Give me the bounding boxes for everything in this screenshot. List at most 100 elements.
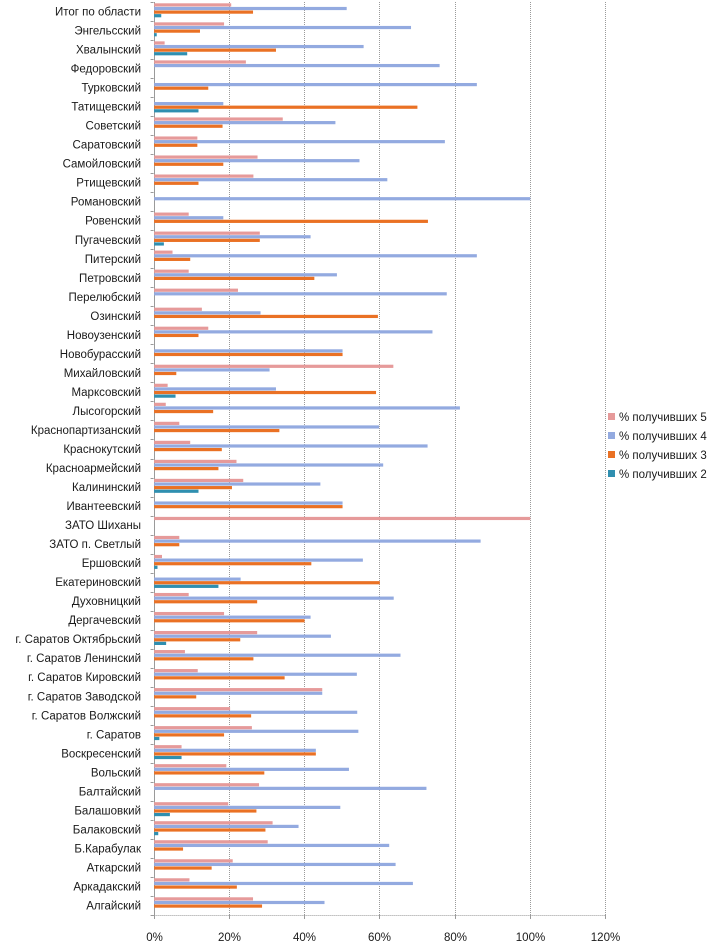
bar-grade5 [154, 897, 254, 901]
bar-grade4 [154, 577, 241, 581]
bar-grade4 [154, 178, 388, 182]
category-label: г. Саратов Кировский [28, 672, 141, 684]
bar-grade5 [154, 307, 202, 311]
category-label: Хвалынский [76, 45, 141, 57]
category-label: Татищевский [71, 102, 141, 114]
bar-grade3 [154, 29, 200, 33]
category-label: Ртищевский [76, 178, 141, 190]
category-label: Балаковский [73, 824, 141, 836]
legend-swatch [608, 413, 615, 420]
bar-grade3 [154, 124, 223, 128]
bar-grade3 [154, 866, 212, 870]
bar-grade3 [154, 657, 254, 661]
bar-grade5 [154, 840, 268, 844]
legend-label: % получивших 4 [619, 431, 707, 443]
category-label: Дергачевский [68, 615, 141, 627]
legend-swatch [608, 470, 615, 477]
bar-grade3 [154, 276, 315, 281]
category-label: Б.Карабулак [74, 843, 142, 855]
bar-grade2 [154, 584, 219, 588]
bar-grade2 [154, 832, 159, 836]
legend-label: % получивших 5 [619, 412, 707, 424]
bar-grade3 [154, 581, 380, 585]
bar-grade5 [154, 478, 244, 483]
bar-grade5 [154, 155, 258, 159]
bar-grade4 [154, 63, 440, 68]
category-label: Пугачевский [75, 235, 141, 247]
bar-grade4 [154, 824, 299, 829]
bar-grade4 [154, 82, 477, 87]
bar-grade4 [154, 729, 359, 733]
category-label: Энгельсский [74, 26, 141, 38]
bar-grade3 [154, 333, 199, 338]
bar-grade5 [154, 41, 165, 45]
bar-grade4 [154, 330, 433, 334]
bar-grade4 [154, 406, 460, 410]
bar-grade5 [154, 231, 260, 235]
bar-grade4 [154, 805, 341, 809]
bar-grade3 [154, 543, 180, 547]
bar-grade3 [154, 409, 214, 414]
x-tick-label: 40% [293, 932, 316, 944]
category-label: Романовский [71, 197, 141, 209]
bar-grade5 [154, 212, 189, 216]
bar-grade5 [154, 326, 209, 330]
bar-grade5 [154, 630, 258, 635]
bar-grade5 [154, 707, 231, 711]
bar-grade5 [154, 764, 227, 768]
category-label: Марксовский [71, 387, 141, 399]
bar-grade5 [154, 117, 283, 121]
category-label: Турковский [81, 83, 141, 95]
category-label: Красноармейский [46, 463, 141, 475]
bar-grade3 [154, 600, 258, 604]
bar-grade2 [154, 33, 157, 37]
bar-grade3 [154, 638, 241, 642]
category-label: Балашовкий [74, 805, 141, 817]
bar-grade5 [154, 726, 252, 730]
bar-grade4 [154, 767, 349, 771]
bar-grade4 [154, 881, 413, 886]
bar-grade5 [154, 174, 254, 178]
bar-grade2 [154, 565, 158, 569]
bar-grade3 [154, 86, 209, 90]
x-tick-label: 100% [516, 932, 545, 944]
x-axis-ticks: 0% 20% 40% 60% 80% 100% 120% [146, 915, 620, 944]
category-label: Аркадакский [73, 881, 141, 893]
bar-grade3 [154, 733, 225, 737]
bar-grade3 [154, 467, 219, 471]
bar-grade2 [154, 812, 170, 817]
category-label: ЗАТО п. Светлый [49, 539, 141, 551]
category-label: Самойловский [63, 159, 141, 171]
bar-grade3 [154, 447, 222, 452]
bar-grade3 [154, 105, 418, 109]
legend-label: % получивших 2 [619, 469, 707, 481]
bar-grade5 [154, 669, 198, 673]
category-labels: Итог по области Энгельсский Хвалынский Федо… [15, 2, 154, 916]
bar-grade4 [154, 25, 412, 30]
bar-grade5 [154, 136, 198, 140]
bar-grade5 [154, 611, 225, 616]
category-label: Советский [86, 121, 141, 133]
bar-grade4 [154, 672, 357, 676]
bar-grade4 [154, 44, 364, 49]
bar-grade4 [154, 691, 323, 695]
bar-grade3 [154, 352, 343, 357]
bar-grade4 [154, 140, 445, 144]
bar-grade4 [154, 387, 276, 391]
category-label: Екатериновский [55, 577, 141, 589]
bar-grade4 [154, 596, 394, 600]
category-label: г. Саратов Октябрьский [15, 634, 141, 646]
bar-grade4 [154, 197, 531, 201]
category-label: ЗАТО Шиханы [65, 520, 141, 532]
bar-grade4 [154, 539, 481, 543]
category-label: Алгайский [86, 900, 141, 912]
bar-grade5 [154, 650, 185, 654]
bar-grade2 [154, 14, 162, 18]
bar-grade4 [154, 102, 224, 106]
bar-grade4 [154, 748, 316, 752]
bar-grade4 [154, 615, 311, 619]
category-label: Ивантеевский [66, 501, 141, 513]
bar-grade3 [154, 828, 266, 832]
bar-grade3 [154, 809, 257, 813]
bar-grade4 [154, 425, 380, 429]
